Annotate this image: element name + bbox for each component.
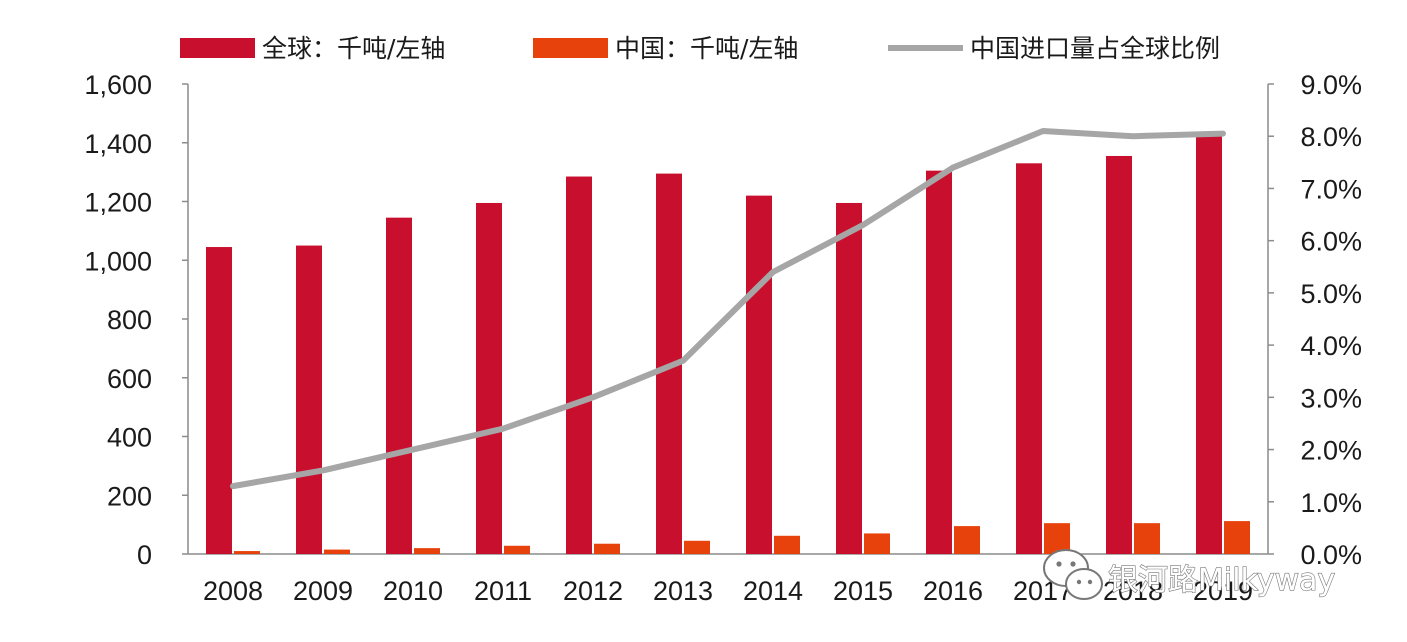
legend: 全球：千吨/左轴 中国：千吨/左轴 中国进口量占全球比例 bbox=[180, 34, 1220, 63]
bar-global bbox=[836, 202, 862, 554]
bar-global bbox=[566, 176, 592, 554]
axes: 0 200 400 600 800 1,000 1,200 1,400 1,600 0.0% 1.0… bbox=[84, 70, 1362, 570]
right-tick-label: 2.0% bbox=[1300, 436, 1362, 466]
x-tick-label: 2015 bbox=[833, 576, 893, 606]
bar-china bbox=[864, 533, 890, 554]
ratio-point bbox=[772, 271, 774, 273]
bar-china bbox=[1224, 521, 1250, 554]
x-axis-ticks: 2008 2009 2010 2011 2012 2013 2014 2015 2016 2017… bbox=[203, 576, 1253, 606]
bar-global bbox=[476, 202, 502, 554]
bar-global bbox=[926, 170, 952, 554]
bar-global bbox=[1016, 163, 1042, 554]
bar-china bbox=[954, 526, 980, 554]
x-tick-label: 2012 bbox=[563, 576, 623, 606]
bar-global bbox=[206, 247, 232, 554]
ratio-point bbox=[412, 449, 414, 451]
bar-china bbox=[594, 543, 620, 554]
ratio-point bbox=[232, 485, 234, 487]
legend-label-global: 全球：千吨/左轴 bbox=[262, 34, 445, 63]
left-tick-label: 800 bbox=[107, 305, 152, 335]
bar-china bbox=[324, 549, 350, 554]
x-tick-label: 2013 bbox=[653, 576, 713, 606]
ratio-point bbox=[322, 469, 324, 471]
left-tick-label: 1,000 bbox=[84, 246, 152, 276]
wechat-icon bbox=[1043, 549, 1103, 600]
x-tick-label: 2016 bbox=[923, 576, 983, 606]
ratio-line bbox=[230, 128, 1226, 490]
right-tick-label: 4.0% bbox=[1300, 331, 1362, 361]
legend-swatch-china bbox=[533, 38, 608, 58]
bar-china bbox=[1134, 523, 1160, 554]
bars bbox=[206, 135, 1250, 554]
bar-china bbox=[414, 548, 440, 554]
bar-china bbox=[1044, 523, 1070, 554]
bar-china bbox=[684, 540, 710, 554]
bar-global bbox=[296, 245, 322, 554]
right-tick-label: 1.0% bbox=[1300, 488, 1362, 518]
right-tick-label: 9.0% bbox=[1300, 70, 1362, 100]
x-tick-label: 2010 bbox=[383, 576, 443, 606]
bar-global bbox=[386, 217, 412, 554]
left-tick-label: 1,600 bbox=[84, 70, 152, 100]
legend-label-china: 中国：千吨/左轴 bbox=[615, 34, 798, 63]
ratio-point bbox=[862, 224, 864, 226]
right-tick-label: 0.0% bbox=[1300, 540, 1362, 570]
ratio-line-group bbox=[230, 128, 1226, 490]
left-tick-label: 1,400 bbox=[84, 129, 152, 159]
left-tick-label: 200 bbox=[107, 481, 152, 511]
left-tick-label: 1,200 bbox=[84, 188, 152, 218]
x-tick-label: 2018 bbox=[1103, 576, 1163, 606]
left-tick-label: 400 bbox=[107, 423, 152, 453]
x-tick-label: 2008 bbox=[203, 576, 263, 606]
bar-global bbox=[746, 195, 772, 554]
left-tick-label: 0 bbox=[137, 540, 152, 570]
x-tick-label: 2009 bbox=[293, 576, 353, 606]
right-tick-label: 7.0% bbox=[1300, 174, 1362, 204]
right-tick-label: 3.0% bbox=[1300, 383, 1362, 413]
ratio-point bbox=[1042, 130, 1044, 132]
bar-global bbox=[1196, 135, 1222, 554]
x-tick-label: 2011 bbox=[474, 576, 532, 606]
bar-china bbox=[504, 545, 530, 554]
ratio-point bbox=[952, 167, 954, 169]
bar-global bbox=[1106, 155, 1132, 554]
legend-swatch-global bbox=[180, 38, 255, 58]
ratio-point bbox=[502, 428, 504, 430]
watermark-text: 银河路Milkyway bbox=[1108, 563, 1335, 598]
x-tick-label: 2014 bbox=[743, 576, 803, 606]
bar-china bbox=[774, 535, 800, 554]
bar-china bbox=[234, 551, 260, 554]
left-tick-label: 600 bbox=[107, 364, 152, 394]
watermark: 银河路Milkyway bbox=[1043, 549, 1336, 600]
x-tick-label: 2019 bbox=[1193, 576, 1253, 606]
ratio-point bbox=[1132, 135, 1134, 137]
ratio-point bbox=[592, 396, 594, 398]
right-tick-label: 5.0% bbox=[1300, 279, 1362, 309]
legend-label-ratio: 中国进口量占全球比例 bbox=[970, 34, 1220, 63]
right-tick-label: 8.0% bbox=[1300, 122, 1362, 152]
ratio-point bbox=[1222, 133, 1224, 135]
right-tick-label: 6.0% bbox=[1300, 227, 1362, 257]
ratio-point bbox=[682, 360, 684, 362]
